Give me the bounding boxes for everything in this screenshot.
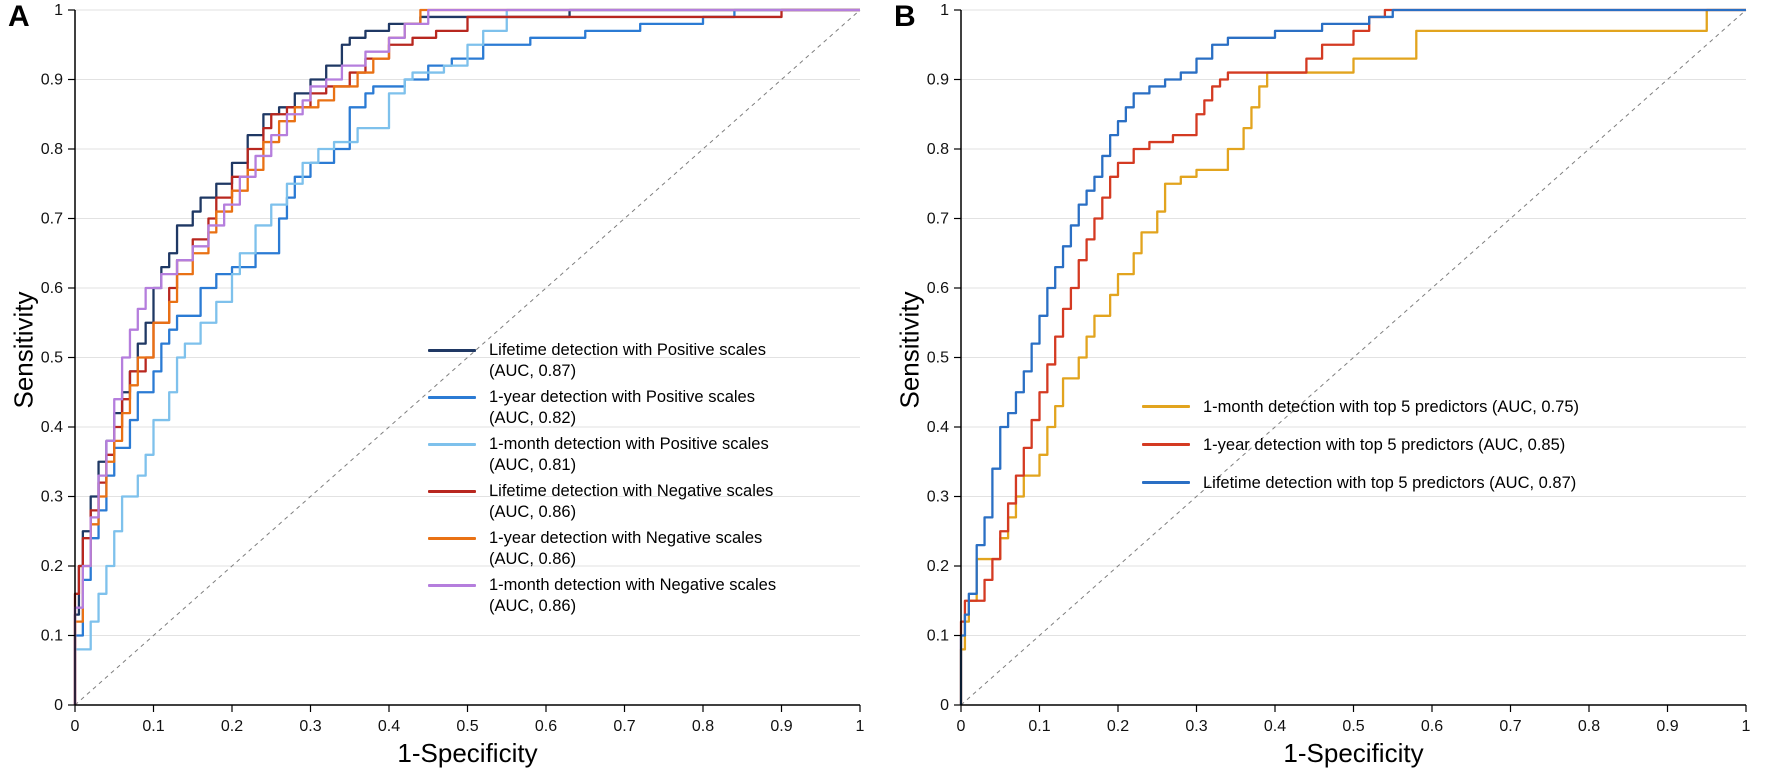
legend-label: 1-month detection with Negative scales (A…	[489, 576, 777, 615]
y-axis-title-a: Sensitivity	[8, 291, 39, 409]
chance-diagonal-line	[74, 9, 861, 706]
x-tick-label: 0	[957, 718, 966, 735]
x-tick-label: 0.4	[1264, 718, 1286, 735]
legend-line-swatch	[428, 396, 476, 399]
y-tick-label: 0.6	[41, 280, 63, 297]
y-tick-label: 0.1	[41, 628, 63, 645]
y-tick-label: 0	[940, 697, 949, 714]
x-tick-label: 0.4	[378, 718, 400, 735]
legend-item-lifetime-top5: Lifetime detection with top 5 predictors…	[1142, 472, 1579, 494]
legend-item-lifetime-negative: Lifetime detection with Negative scales(…	[428, 481, 776, 523]
y-axis-title-b: Sensitivity	[894, 291, 925, 409]
legend-line-swatch	[428, 490, 476, 493]
y-tick-label: 0	[54, 697, 63, 714]
panel-a: A Sensitivity 0 0.1 0.2 0.3 0.4 0.5 0.6 0.7 0.8 0…	[8, 0, 865, 768]
y-tick-label: 0.2	[41, 558, 63, 575]
roc-curve-lifetime-negative	[73, 8, 860, 705]
legend-label: 1-year detection with Positive scales (AU…	[489, 388, 755, 427]
legend-item-lifetime-positive: Lifetime detection with Positive scales(…	[428, 340, 776, 382]
legend-line-swatch	[428, 349, 476, 352]
y-tick-label: 0.1	[927, 628, 949, 645]
x-tick-label: 0.5	[456, 718, 478, 735]
legend-label: Lifetime detection with Negative scales(…	[489, 482, 774, 521]
roc-curve-one-month-positive	[73, 8, 860, 705]
y-tick-label: 0.2	[927, 558, 949, 575]
panel-label-a: A	[8, 0, 30, 33]
x-tick-label: 0.2	[221, 718, 243, 735]
y-tick-label: 0.9	[927, 72, 949, 89]
legend-item-one-year-top5: 1-year detection with top 5 predictors (…	[1142, 434, 1579, 456]
x-tick-label: 1	[856, 718, 865, 735]
y-tick-label: 0.5	[41, 350, 63, 367]
chance-diagonal-line	[960, 9, 1747, 706]
legend-label: Lifetime detection with top 5 predictors…	[1203, 474, 1577, 492]
x-axis-title-b: 1-Specificity	[1283, 738, 1424, 768]
x-tick-label: 0.6	[1421, 718, 1443, 735]
legend-label: 1-year detection with top 5 predictors (…	[1203, 436, 1566, 454]
y-tick-label: 0.9	[41, 72, 63, 89]
x-tick-label: 0.1	[142, 718, 164, 735]
y-tick-label: 1	[940, 2, 949, 19]
legend-line-swatch	[1142, 481, 1190, 484]
legend-line-swatch	[1142, 405, 1190, 408]
legend-b: 1-month detection with top 5 predictors …	[1142, 396, 1579, 494]
x-tick-label: 0	[71, 718, 80, 735]
x-tick-label: 0.6	[535, 718, 557, 735]
roc-curve-lifetime-top5	[959, 8, 1746, 705]
x-tick-label: 0.3	[299, 718, 321, 735]
legend-item-one-month-positive: 1-month detection with Positive scales (A…	[428, 434, 776, 476]
roc-curve-one-month-negative	[73, 8, 860, 705]
x-tick-label: 0.5	[1342, 718, 1364, 735]
x-tick-label: 0.8	[692, 718, 714, 735]
panel-b: B Sensitivity 0 0.1 0.2 0.3 0.4 0.5 0.6 0.7 0.8 0…	[886, 0, 1772, 773]
legend-line-swatch	[428, 537, 476, 540]
x-tick-label: 1	[1742, 718, 1751, 735]
x-tick-label: 0.1	[1028, 718, 1050, 735]
x-tick-label: 0.3	[1185, 718, 1207, 735]
roc-plot-a: 0 0.1 0.2 0.3 0.4 0.5 0.6 0.7 0.8 0.9 1 0 0.1 0.2 0.3 0…	[41, 2, 865, 735]
legend-label: 1-year detection with Negative scales (AU…	[489, 529, 763, 568]
x-tick-label: 0.9	[770, 718, 792, 735]
y-tick-label: 0.5	[927, 350, 949, 367]
x-tick-label: 0.7	[613, 718, 635, 735]
legend-a: Lifetime detection with Positive scales(…	[428, 340, 776, 617]
legend-item-one-month-top5: 1-month detection with top 5 predictors …	[1142, 396, 1579, 418]
y-tick-label: 0.6	[927, 280, 949, 297]
panel-label-b: B	[894, 0, 916, 33]
y-tick-label: 0.8	[41, 141, 63, 158]
x-tick-label: 0.8	[1578, 718, 1600, 735]
legend-line-swatch	[428, 584, 476, 587]
legend-label: 1-month detection with Positive scales (A…	[489, 435, 769, 474]
roc-plot-b: 0 0.1 0.2 0.3 0.4 0.5 0.6 0.7 0.8 0.9 1 0 0.1 0.2 0.3 0…	[927, 2, 1751, 735]
y-tick-label: 0.7	[41, 211, 63, 228]
legend-item-one-year-negative: 1-year detection with Negative scales (AU…	[428, 528, 776, 570]
x-tick-label: 0.7	[1499, 718, 1521, 735]
y-tick-label: 0.8	[927, 141, 949, 158]
legend-line-swatch	[428, 443, 476, 446]
legend-line-swatch	[1142, 443, 1190, 446]
y-tick-label: 0.4	[927, 419, 949, 436]
roc-curve-one-month-top5	[959, 8, 1746, 705]
y-tick-label: 0.3	[927, 489, 949, 506]
roc-curve-one-year-top5	[959, 8, 1746, 705]
legend-label: 1-month detection with top 5 predictors …	[1203, 398, 1580, 416]
legend-item-one-month-negative: 1-month detection with Negative scales (A…	[428, 575, 776, 617]
legend-label: Lifetime detection with Positive scales(…	[489, 341, 766, 380]
y-tick-label: 0.3	[41, 489, 63, 506]
x-tick-label: 0.9	[1656, 718, 1678, 735]
x-axis-title-a: 1-Specificity	[397, 738, 538, 768]
roc-curve-one-year-positive	[73, 8, 860, 705]
roc-curve-lifetime-positive	[73, 8, 860, 705]
y-tick-label: 0.4	[41, 419, 63, 436]
x-tick-label: 0.2	[1107, 718, 1129, 735]
y-tick-label: 0.7	[927, 211, 949, 228]
legend-item-one-year-positive: 1-year detection with Positive scales (AU…	[428, 387, 776, 429]
y-tick-label: 1	[54, 2, 63, 19]
